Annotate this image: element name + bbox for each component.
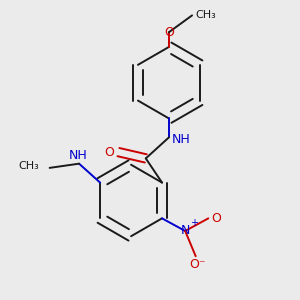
Text: O: O xyxy=(211,212,221,225)
Text: NH: NH xyxy=(171,133,190,146)
Text: CH₃: CH₃ xyxy=(195,11,216,20)
Text: CH₃: CH₃ xyxy=(18,161,39,171)
Text: O⁻: O⁻ xyxy=(190,258,206,271)
Text: NH: NH xyxy=(69,148,88,162)
Text: +: + xyxy=(190,218,198,228)
Text: N: N xyxy=(181,224,190,238)
Text: O: O xyxy=(164,26,174,39)
Text: O: O xyxy=(104,146,114,159)
